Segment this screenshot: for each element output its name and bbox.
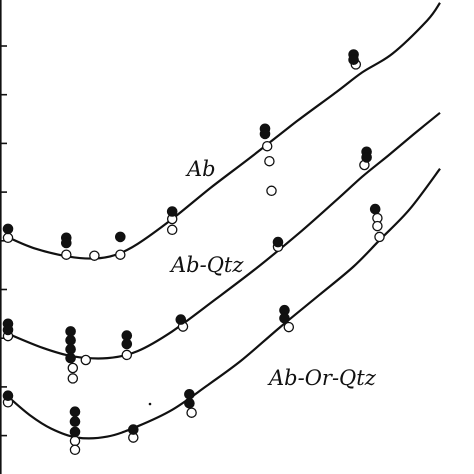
filled-point — [2, 390, 14, 402]
curve-series-0 — [7, 2, 441, 260]
open-point — [372, 220, 383, 232]
open-point — [261, 140, 273, 152]
curve-series-2 — [7, 168, 441, 440]
open-point — [80, 354, 92, 366]
filled-point — [115, 231, 126, 243]
open-point — [266, 185, 277, 197]
filled-point — [361, 152, 372, 163]
series-label-ab-or-qtz: Ab-Or-Qtz — [267, 366, 377, 390]
open-point — [264, 155, 275, 167]
open-point — [166, 224, 178, 236]
open-point — [2, 232, 14, 244]
open-point — [374, 231, 385, 243]
open-point — [89, 250, 100, 261]
open-point — [121, 349, 133, 361]
filled-point — [259, 128, 271, 140]
filled-point — [65, 334, 76, 346]
filled-point — [369, 203, 381, 215]
open-point — [67, 362, 79, 374]
filled-point — [65, 343, 76, 355]
open-point — [115, 249, 126, 260]
y-axis-ticks — [0, 45, 7, 437]
filled-point — [69, 426, 81, 438]
filled-point — [2, 223, 14, 235]
filled-point — [65, 352, 76, 364]
open-point — [69, 444, 81, 456]
series-label-ab-qtz: Ab-Qtz — [169, 253, 244, 277]
open-point — [186, 407, 197, 418]
filled-point — [184, 397, 195, 409]
filled-point — [2, 324, 14, 336]
open-point — [69, 435, 81, 447]
filled-point — [65, 326, 76, 337]
filled-point — [69, 416, 81, 427]
open-point — [67, 373, 79, 384]
filled-point — [61, 237, 72, 249]
open-point — [283, 321, 295, 333]
filled-point — [272, 236, 284, 248]
filled-point — [348, 54, 359, 65]
data-points — [2, 49, 385, 456]
filled-point — [175, 314, 187, 325]
open-point — [61, 249, 72, 260]
filled-point — [69, 406, 81, 418]
filled-point — [279, 312, 290, 324]
filled-point — [166, 206, 178, 217]
filled-point — [121, 338, 133, 350]
filled-point — [184, 388, 195, 400]
stray-dot — [148, 402, 152, 406]
filled-point — [128, 424, 139, 435]
series-labels: Ab Ab-Qtz Ab-Or-Qtz — [169, 157, 377, 390]
series-label-ab: Ab — [185, 157, 216, 181]
